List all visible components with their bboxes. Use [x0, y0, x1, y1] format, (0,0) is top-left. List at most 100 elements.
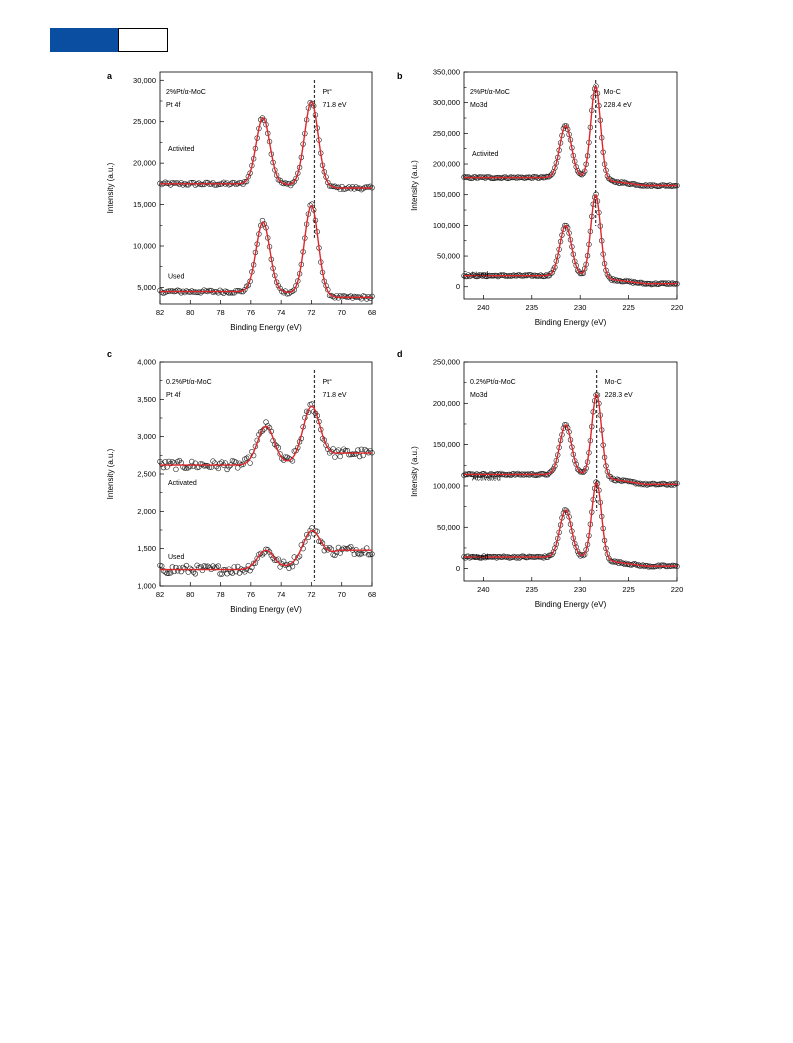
data-point: [481, 553, 487, 559]
x-tick-label: 230: [574, 303, 587, 312]
data-point: [478, 472, 484, 478]
data-point: [341, 446, 347, 452]
x-tick-label: 74: [277, 590, 285, 599]
data-point: [215, 465, 222, 472]
data-point: [367, 183, 373, 190]
data-point: [351, 551, 358, 558]
data-point: [189, 458, 195, 465]
data-point: [277, 451, 283, 457]
data-point: [337, 453, 343, 460]
data-point: [325, 179, 331, 186]
data-point: [493, 555, 500, 561]
data-point: [220, 179, 227, 185]
y-tick-label: 250,000: [433, 129, 460, 138]
data-point: [289, 288, 296, 294]
y-tick-label: 100,000: [433, 221, 460, 230]
peak-energy-label: 228.4 eV: [604, 102, 632, 109]
data-point: [183, 562, 190, 569]
data-point: [539, 174, 545, 180]
y-tick-label: 5,000: [137, 283, 156, 292]
data-point: [528, 272, 534, 278]
data-point: [199, 461, 206, 467]
data-point: [658, 562, 665, 568]
data-point: [250, 560, 257, 566]
x-tick-label: 82: [156, 590, 164, 599]
data-point: [321, 547, 327, 554]
data-point: [229, 570, 236, 576]
data-point: [288, 456, 294, 463]
x-tick-label: 220: [671, 303, 684, 312]
data-point: [217, 571, 223, 577]
data-point: [282, 454, 289, 460]
x-tick-label: 76: [247, 590, 255, 599]
data-point: [286, 565, 292, 571]
data-point: [650, 480, 656, 487]
data-point: [199, 567, 206, 574]
data-point: [333, 549, 340, 556]
data-point: [318, 538, 324, 544]
panel-letter: d: [397, 349, 403, 359]
data-point: [644, 183, 650, 189]
data-point: [356, 453, 363, 460]
data-point: [513, 555, 520, 561]
data-point: [464, 273, 470, 280]
data-point: [349, 451, 356, 457]
data-point: [176, 565, 183, 571]
data-point: [178, 290, 184, 296]
data-point: [472, 472, 479, 478]
data-point: [651, 480, 657, 487]
data-point: [549, 467, 555, 474]
x-tick-label: 70: [338, 590, 346, 599]
data-point: [289, 180, 296, 186]
data-point: [365, 551, 372, 558]
data-point: [670, 562, 676, 569]
y-axis-label: Intensity (a.u.): [106, 162, 115, 213]
data-point: [284, 291, 290, 297]
data-point: [563, 123, 569, 129]
x-tick-label: 220: [671, 585, 684, 594]
y-tick-label: 2,000: [137, 507, 156, 516]
series-activited: Activited: [157, 99, 375, 193]
y-tick-label: 3,000: [137, 432, 156, 441]
data-point: [217, 460, 223, 467]
data-point: [465, 272, 471, 278]
data-point: [607, 176, 613, 182]
data-point: [215, 563, 222, 569]
data-point: [245, 173, 252, 180]
data-point: [167, 460, 174, 467]
data-point: [511, 470, 517, 477]
x-tick-label: 78: [216, 308, 224, 317]
data-point: [277, 285, 283, 292]
data-point: [187, 565, 193, 572]
data-point: [351, 186, 358, 192]
y-axis-label: Intensity (a.u.): [410, 446, 419, 497]
data-point: [508, 472, 514, 478]
data-point: [337, 186, 343, 193]
peak-label: Mo-C: [605, 379, 622, 386]
data-point: [481, 272, 487, 278]
data-point: [606, 273, 612, 280]
x-tick-label: 72: [307, 590, 315, 599]
series-label: Activated: [472, 475, 501, 482]
data-point: [540, 555, 547, 561]
data-point: [462, 555, 469, 561]
orbital-label: Pt 4f: [166, 102, 180, 109]
x-tick-label: 225: [622, 585, 635, 594]
data-point: [550, 549, 557, 555]
data-point: [189, 179, 195, 186]
data-point: [674, 480, 680, 487]
data-point: [242, 286, 248, 293]
y-tick-label: 15,000: [133, 200, 156, 209]
data-point: [466, 555, 473, 561]
y-tick-label: 1,000: [137, 582, 156, 591]
sample-label: 2%Pt/α-MoC: [166, 89, 206, 96]
fit-line: [160, 529, 372, 571]
y-tick-label: 0: [456, 564, 460, 573]
data-point: [182, 289, 188, 296]
x-tick-label: 230: [574, 585, 587, 594]
data-point: [220, 290, 227, 296]
data-point: [258, 550, 264, 557]
y-tick-label: 25,000: [133, 117, 156, 126]
data-point: [462, 273, 469, 280]
peak-label: Pt°: [322, 378, 332, 386]
